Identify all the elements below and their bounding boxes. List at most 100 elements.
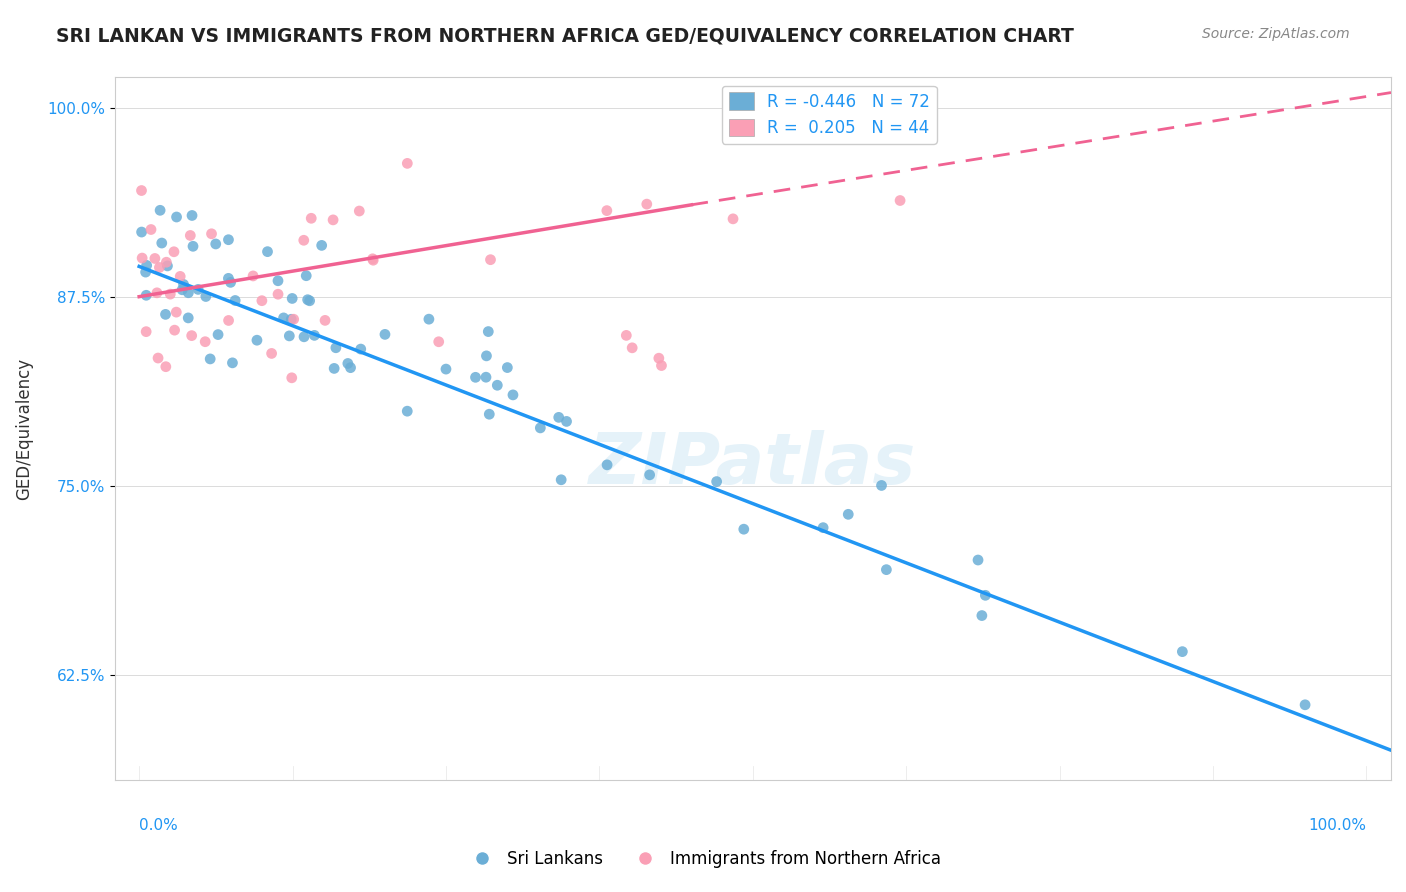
Point: [260, 346, 283, 360]
Point: [361, 253, 384, 268]
Point: [721, 211, 744, 226]
Point: [198, 351, 221, 366]
Point: [434, 362, 457, 376]
Point: [267, 287, 290, 301]
Point: [155, 255, 177, 269]
Point: [256, 244, 278, 259]
Text: Source: ZipAtlas.com: Source: ZipAtlas.com: [1202, 27, 1350, 41]
Point: [278, 329, 301, 343]
Point: [636, 197, 658, 211]
Point: [283, 312, 305, 326]
Point: [314, 313, 336, 327]
Point: [224, 293, 246, 308]
Point: [427, 334, 450, 349]
Point: [181, 209, 204, 223]
Point: [281, 292, 304, 306]
Point: [547, 410, 569, 425]
Point: [200, 227, 222, 241]
Text: 0.0%: 0.0%: [139, 818, 179, 833]
Point: [323, 361, 346, 376]
Point: [298, 293, 321, 308]
Point: [173, 277, 195, 292]
Point: [169, 269, 191, 284]
Point: [135, 259, 157, 273]
Point: [638, 467, 661, 482]
Point: [273, 310, 295, 325]
Point: [361, 252, 384, 266]
Point: [325, 341, 347, 355]
Point: [706, 475, 728, 489]
Point: [181, 239, 204, 253]
Point: [292, 330, 315, 344]
Point: [295, 268, 318, 283]
Point: [177, 285, 200, 300]
Point: [146, 285, 169, 300]
Point: [177, 310, 200, 325]
Legend: R = -0.446   N = 72, R =  0.205   N = 44: R = -0.446 N = 72, R = 0.205 N = 44: [723, 86, 936, 144]
Point: [135, 325, 157, 339]
Point: [396, 156, 419, 170]
Point: [970, 608, 993, 623]
Point: [889, 194, 911, 208]
Point: [267, 274, 290, 288]
Y-axis label: GED/Equivalency: GED/Equivalency: [15, 358, 32, 500]
Point: [811, 521, 834, 535]
Point: [496, 360, 519, 375]
Point: [297, 293, 319, 307]
Point: [219, 276, 242, 290]
Text: SRI LANKAN VS IMMIGRANTS FROM NORTHERN AFRICA GED/EQUIVALENCY CORRELATION CHART: SRI LANKAN VS IMMIGRANTS FROM NORTHERN A…: [56, 27, 1074, 45]
Point: [464, 370, 486, 384]
Point: [131, 184, 153, 198]
Point: [479, 252, 502, 267]
Point: [218, 313, 240, 327]
Point: [221, 356, 243, 370]
Point: [304, 328, 326, 343]
Point: [648, 351, 671, 366]
Point: [614, 328, 637, 343]
Point: [156, 259, 179, 273]
Point: [870, 478, 893, 492]
Point: [148, 260, 170, 275]
Point: [207, 327, 229, 342]
Point: [311, 238, 333, 252]
Point: [166, 210, 188, 224]
Point: [502, 388, 524, 402]
Point: [194, 289, 217, 303]
Point: [135, 265, 157, 279]
Point: [281, 371, 304, 385]
Point: [299, 211, 322, 226]
Point: [242, 268, 264, 283]
Point: [621, 341, 644, 355]
Point: [204, 236, 226, 251]
Point: [374, 327, 396, 342]
Point: [217, 233, 239, 247]
Point: [967, 553, 990, 567]
Point: [159, 287, 181, 301]
Point: [596, 458, 619, 472]
Point: [477, 325, 499, 339]
Point: [179, 228, 201, 243]
Point: [180, 328, 202, 343]
Point: [250, 293, 273, 308]
Point: [172, 283, 194, 297]
Point: [336, 356, 359, 370]
Point: [486, 378, 509, 392]
Point: [139, 222, 162, 236]
Text: ZIPatlas: ZIPatlas: [589, 430, 917, 499]
Point: [322, 213, 344, 227]
Point: [974, 588, 997, 602]
Text: 100.0%: 100.0%: [1309, 818, 1367, 833]
Point: [217, 271, 239, 285]
Point: [155, 359, 177, 374]
Point: [131, 225, 153, 239]
Point: [478, 407, 501, 421]
Point: [418, 312, 440, 326]
Point: [555, 414, 578, 428]
Point: [150, 235, 173, 250]
Point: [131, 251, 153, 265]
Point: [280, 312, 302, 326]
Legend: Sri Lankans, Immigrants from Northern Africa: Sri Lankans, Immigrants from Northern Af…: [458, 844, 948, 875]
Point: [1171, 645, 1194, 659]
Point: [163, 244, 186, 259]
Point: [475, 370, 498, 384]
